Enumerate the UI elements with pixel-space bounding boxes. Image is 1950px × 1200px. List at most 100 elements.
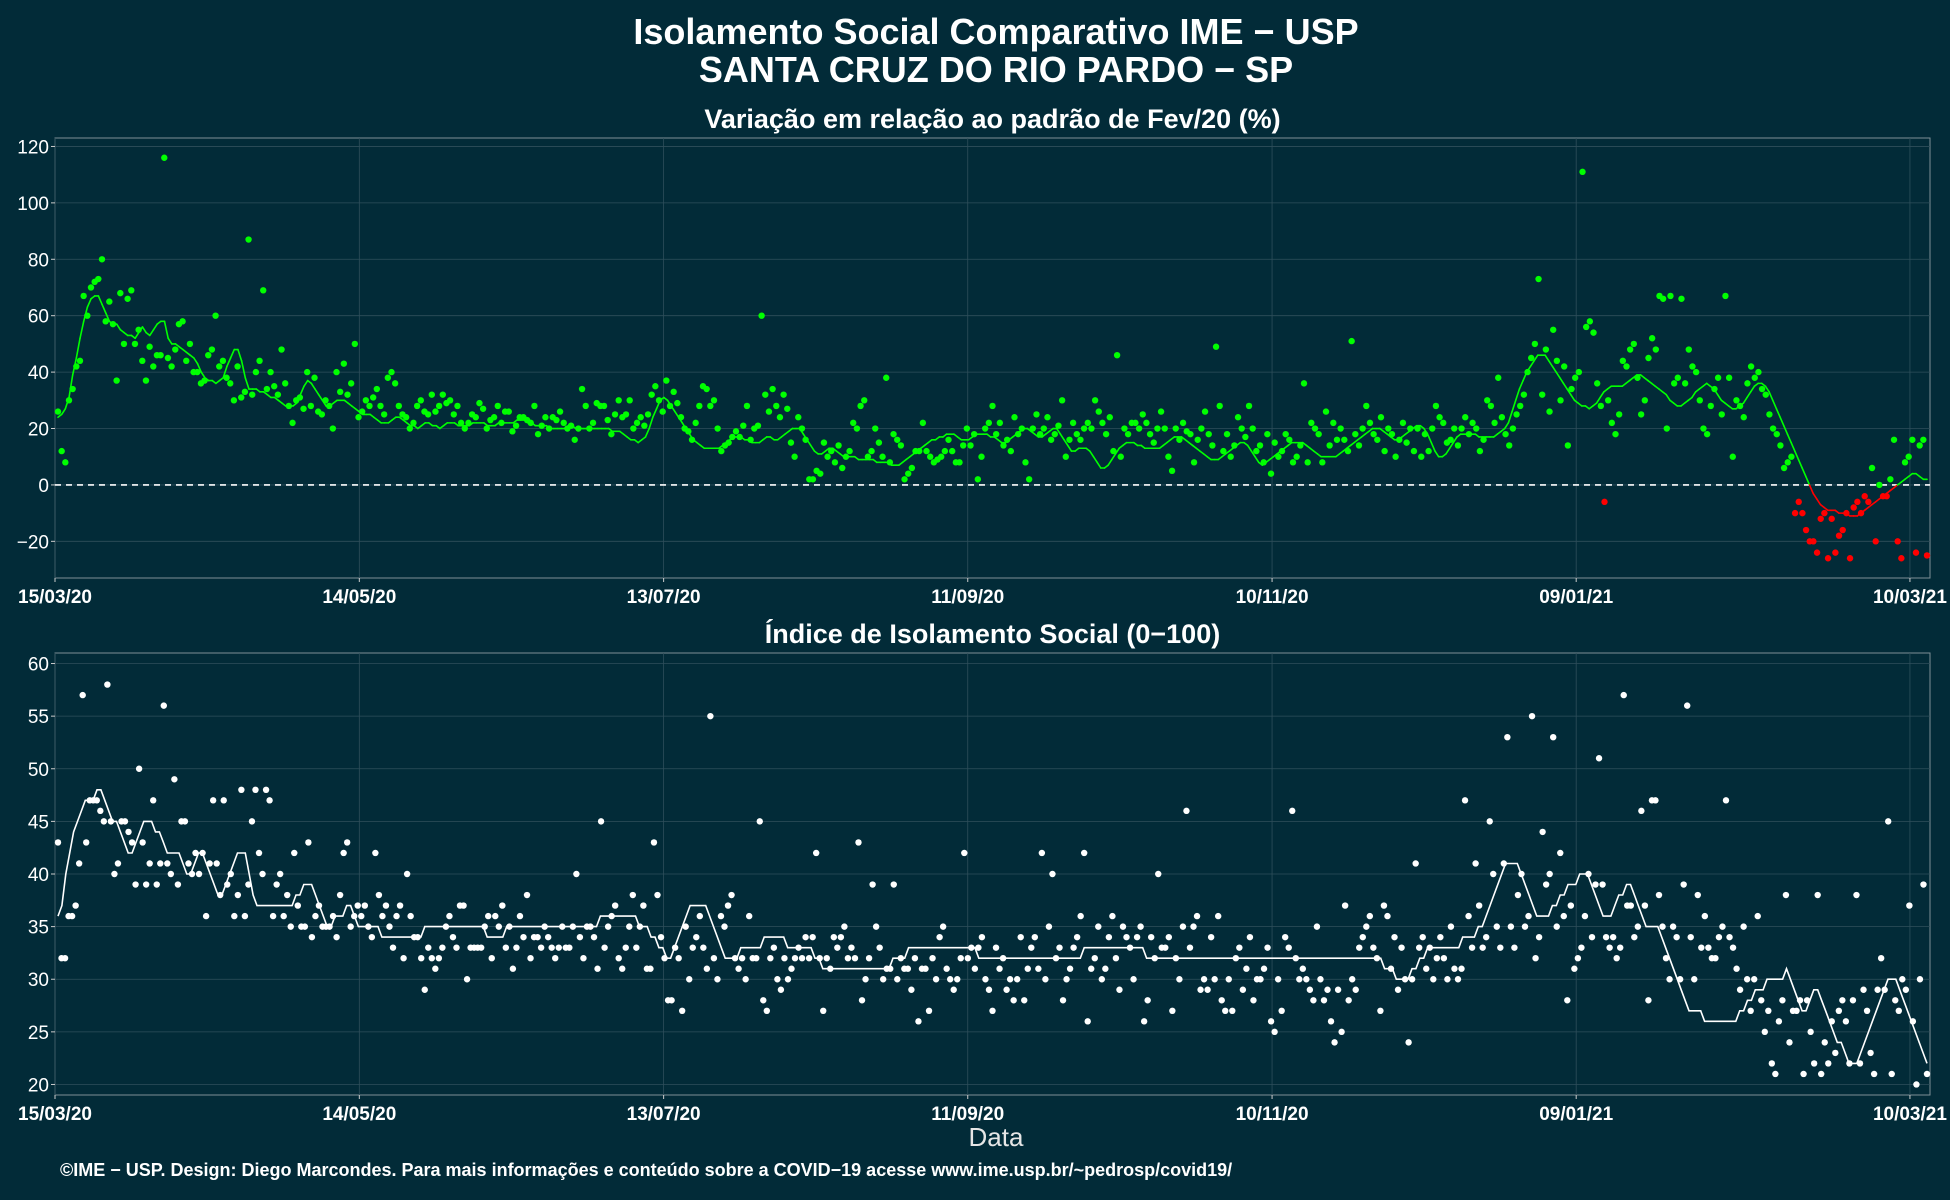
- data-point: [661, 954, 668, 962]
- data-point: [1701, 912, 1709, 920]
- data-point: [1810, 538, 1817, 545]
- data-point: [1264, 944, 1271, 951]
- data-point: [1729, 944, 1737, 951]
- data-point: [1604, 397, 1612, 404]
- data-point: [238, 786, 245, 794]
- data-point: [1080, 849, 1088, 857]
- data-point: [1608, 419, 1616, 427]
- data-point: [946, 976, 954, 983]
- x-tick-label: 09/01/21: [1539, 1104, 1613, 1125]
- data-point: [1681, 380, 1689, 387]
- trend-line-segment: [152, 323, 158, 331]
- data-point: [1506, 442, 1513, 449]
- data-point: [1546, 870, 1553, 878]
- data-point: [619, 965, 626, 972]
- data-point: [428, 954, 435, 962]
- data-point: [544, 933, 552, 941]
- data-point: [1190, 459, 1198, 466]
- data-point: [208, 346, 216, 353]
- data-point: [234, 363, 241, 370]
- data-point: [231, 912, 238, 920]
- data-point: [675, 954, 682, 962]
- data-point: [1901, 459, 1909, 466]
- data-point: [1606, 944, 1613, 951]
- data-point: [784, 976, 792, 983]
- data-point: [1193, 912, 1201, 920]
- data-point: [787, 439, 795, 446]
- data-point: [774, 976, 781, 983]
- data-point: [417, 397, 425, 404]
- data-point: [657, 933, 665, 941]
- data-point: [1888, 1070, 1895, 1078]
- data-point: [217, 891, 224, 899]
- data-point: [95, 275, 102, 283]
- data-point: [1843, 509, 1850, 517]
- data-point: [1652, 346, 1660, 353]
- data-point: [707, 402, 714, 410]
- data-point: [1253, 447, 1260, 455]
- x-tick-label: 10/03/21: [1873, 1104, 1947, 1125]
- data-point: [795, 944, 802, 951]
- data-point: [608, 430, 615, 438]
- data-point: [674, 399, 681, 407]
- data-point: [802, 933, 809, 941]
- data-point: [1491, 419, 1498, 427]
- data-point: [1726, 933, 1733, 941]
- data-point: [1437, 933, 1444, 941]
- data-point: [461, 425, 468, 432]
- data-point: [1036, 430, 1044, 438]
- data-point: [700, 944, 707, 951]
- trend-line-segment: [68, 374, 74, 399]
- data-point: [1500, 860, 1508, 867]
- data-point: [266, 797, 273, 804]
- data-point: [1497, 944, 1504, 951]
- trend-line-segment: [644, 427, 650, 438]
- data-point: [117, 289, 124, 297]
- data-point: [1186, 944, 1194, 951]
- data-point: [677, 414, 685, 421]
- trend-line-segment: [1089, 450, 1095, 458]
- data-point: [795, 414, 802, 421]
- data-point: [195, 870, 203, 878]
- data-point: [1326, 442, 1333, 449]
- data-point: [1472, 860, 1479, 867]
- data-point: [611, 411, 619, 418]
- data-point: [1024, 965, 1031, 972]
- data-point: [809, 476, 817, 483]
- data-point: [435, 954, 443, 962]
- data-point: [1680, 881, 1687, 888]
- x-tick-label: 10/03/21: [1873, 587, 1947, 608]
- data-point: [970, 430, 978, 438]
- data-point: [1698, 944, 1705, 951]
- data-point: [1352, 986, 1359, 993]
- data-point: [1860, 986, 1867, 993]
- data-point: [1017, 933, 1024, 941]
- data-point: [841, 923, 848, 930]
- data-point: [106, 298, 113, 305]
- data-point: [113, 377, 120, 384]
- data-point: [1722, 292, 1729, 300]
- data-point: [1627, 902, 1634, 909]
- data-point: [1324, 986, 1331, 993]
- data-point: [1743, 976, 1751, 983]
- data-point: [587, 923, 594, 930]
- data-point: [186, 340, 194, 348]
- data-point: [823, 954, 830, 962]
- data-point: [202, 912, 210, 920]
- data-point: [1758, 385, 1766, 393]
- data-point: [1807, 1028, 1814, 1036]
- data-point: [188, 870, 196, 878]
- data-point: [344, 391, 351, 398]
- trend-line-segment: [1786, 433, 1792, 444]
- data-point: [641, 422, 648, 429]
- data-point: [538, 422, 545, 429]
- data-point: [1795, 498, 1802, 506]
- data-point: [1282, 430, 1289, 438]
- trend-line-segment: [226, 357, 232, 368]
- data-point: [224, 881, 231, 888]
- trend-line-segment: [115, 323, 122, 331]
- data-point: [1592, 881, 1599, 888]
- x-tick-label: 11/09/20: [931, 587, 1004, 608]
- data-point: [1564, 997, 1571, 1004]
- data-point: [736, 433, 743, 441]
